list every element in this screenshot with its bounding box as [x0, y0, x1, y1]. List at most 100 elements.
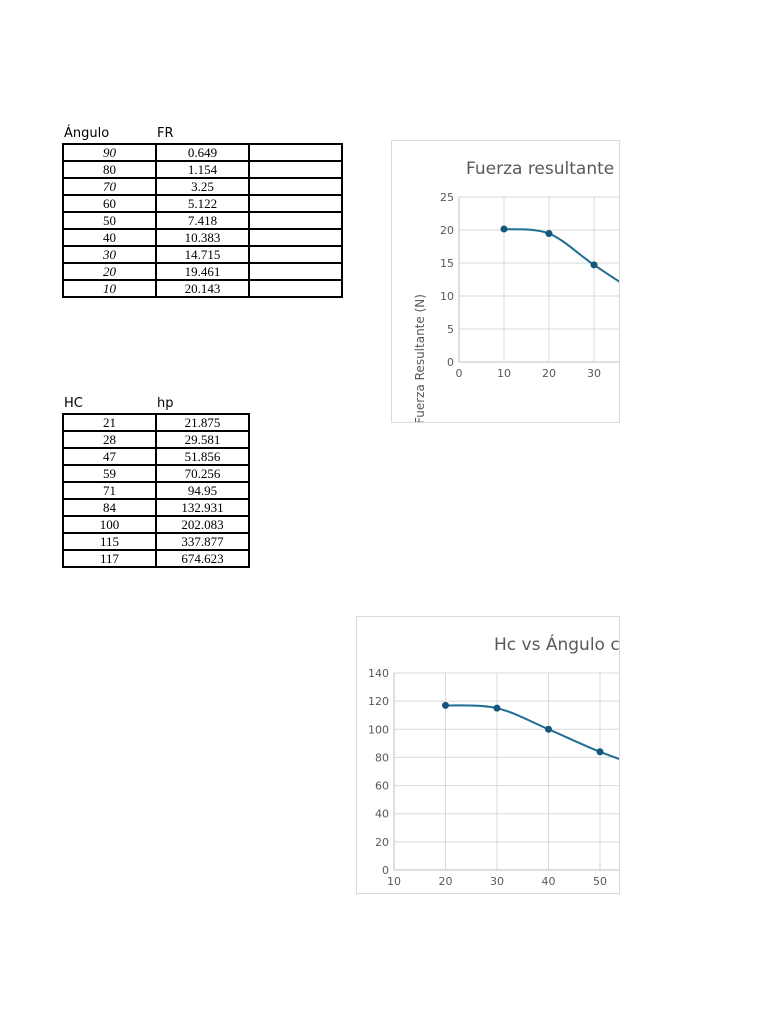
table-cell-second: 19.461 [155, 262, 250, 281]
chart2-data-point [442, 701, 449, 709]
chart1-series-line [503, 228, 619, 283]
table-cell-first: 40 [62, 228, 157, 247]
table-cell-empty [248, 262, 343, 281]
chart1-y-tick-label: 25 [440, 191, 454, 204]
table-row: 70 3.25 [62, 177, 343, 196]
table1-header-angulo: Ángulo [64, 126, 110, 141]
fuerza-resultante-chart: Fuerza resultante Án Fuerza Resultante (… [391, 140, 620, 423]
table-cell-first: 30 [62, 245, 157, 264]
chart2-y-tick-label: 20 [375, 836, 389, 849]
table-row: 100 202.083 [62, 515, 250, 534]
table-cell-second: 337.877 [155, 532, 250, 551]
table-cell-first: 115 [62, 532, 157, 551]
chart1-x-tick-label: 0 [456, 367, 463, 380]
table-row: 50 7.418 [62, 211, 343, 230]
table-row: 59 70.256 [62, 464, 250, 483]
table-cell-second: 70.256 [155, 464, 250, 483]
table-cell-second: 14.715 [155, 245, 250, 264]
chart1-x-tick-label: 10 [497, 367, 511, 380]
table-cell-first: 117 [62, 549, 157, 568]
table-row: 28 29.581 [62, 430, 250, 449]
table-cell-first: 28 [62, 430, 157, 449]
table-cell-empty [248, 160, 343, 179]
chart1-data-point [500, 225, 508, 233]
table-cell-first: 20 [62, 262, 157, 281]
chart1-title: Fuerza resultante [466, 159, 614, 179]
table-cell-second: 20.143 [155, 279, 250, 298]
table-cell-first: 100 [62, 515, 157, 534]
chart2-series-line [445, 704, 619, 760]
chart2-x-tick-label: 40 [542, 875, 556, 888]
table-row: 115 337.877 [62, 532, 250, 551]
table-row: 10 20.143 [62, 279, 343, 298]
angle-force-table: 90 0.649 80 1.154 70 3.25 60 5.122 50 7.418 40 10.3… [62, 143, 343, 298]
table-cell-empty [248, 245, 343, 264]
chart1-x-tick-label: 30 [587, 367, 601, 380]
fuerza-resultante-chart-svg: Fuerza resultante Án Fuerza Resultante (… [413, 159, 619, 422]
chart1-y-tick-label: 5 [447, 323, 454, 336]
chart1-y-tick-label: 0 [447, 356, 454, 369]
table-cell-first: 50 [62, 211, 157, 230]
table-cell-first: 84 [62, 498, 157, 517]
table-cell-second: 7.418 [155, 211, 250, 230]
table-row: 21 21.875 [62, 413, 250, 432]
table-cell-second: 3.25 [155, 177, 250, 196]
hc-vs-angulo-chart: Hc vs Ángulo c 0 20 40 60 80 100 120 140 10 20 30 4… [356, 616, 620, 894]
chart2-y-tick-label: 120 [368, 695, 389, 708]
chart2-x-tick-label: 50 [593, 875, 607, 888]
table-cell-empty [248, 177, 343, 196]
chart2-y-tick-label: 40 [375, 808, 389, 821]
table-row: 117 674.623 [62, 549, 250, 568]
table-cell-first: 90 [62, 143, 157, 162]
table-row: 47 51.856 [62, 447, 250, 466]
chart2-data-point [493, 704, 501, 712]
chart1-y-tick-label: 15 [440, 257, 454, 270]
table-cell-first: 60 [62, 194, 157, 213]
chart2-x-tick-label: 10 [387, 875, 401, 888]
table-cell-second: 51.856 [155, 447, 250, 466]
table-cell-empty [248, 211, 343, 230]
table-cell-empty [248, 279, 343, 298]
table-cell-empty [248, 143, 343, 162]
table-cell-second: 21.875 [155, 413, 250, 432]
table-row: 40 10.383 [62, 228, 343, 247]
chart1-data-point [590, 261, 598, 269]
table1-header-fr: FR [157, 126, 174, 141]
chart1-y-axis-label: Fuerza Resultante (N) [413, 294, 427, 422]
chart2-y-tick-label: 60 [375, 780, 389, 793]
chart2-data-point [545, 725, 552, 733]
table-cell-second: 0.649 [155, 143, 250, 162]
table-cell-second: 202.083 [155, 515, 250, 534]
table-row: 90 0.649 [62, 143, 343, 162]
table-cell-first: 80 [62, 160, 157, 179]
table-cell-second: 674.623 [155, 549, 250, 568]
table-cell-second: 1.154 [155, 160, 250, 179]
table-cell-second: 5.122 [155, 194, 250, 213]
table-cell-first: 71 [62, 481, 157, 500]
table-cell-second: 10.383 [155, 228, 250, 247]
chart1-y-tick-label: 20 [440, 224, 454, 237]
chart2-title: Hc vs Ángulo c [494, 633, 619, 655]
chart2-y-tick-label: 0 [382, 864, 389, 877]
table2-header-hp: hp [157, 396, 174, 411]
table-cell-first: 47 [62, 447, 157, 466]
table-row: 60 5.122 [62, 194, 343, 213]
table-row: 20 19.461 [62, 262, 343, 281]
table-cell-first: 59 [62, 464, 157, 483]
table2-header-hc: HC [64, 396, 83, 411]
chart2-x-tick-label: 20 [439, 875, 453, 888]
table-cell-second: 132.931 [155, 498, 250, 517]
table-row: 80 1.154 [62, 160, 343, 179]
table-cell-first: 10 [62, 279, 157, 298]
table-cell-second: 29.581 [155, 430, 250, 449]
chart2-y-tick-label: 140 [368, 667, 389, 680]
chart2-y-tick-label: 80 [375, 751, 389, 764]
hc-vs-angulo-chart-svg: Hc vs Ángulo c 0 20 40 60 80 100 120 140 10 20 30 4… [368, 633, 619, 888]
chart2-x-tick-label: 30 [490, 875, 504, 888]
chart1-x-tick-label: 20 [542, 367, 556, 380]
chart1-y-tick-label: 10 [440, 290, 454, 303]
table-cell-second: 94.95 [155, 481, 250, 500]
table-cell-empty [248, 228, 343, 247]
hc-hp-table: 21 21.875 28 29.581 47 51.856 59 70.256 71 94.95 8… [62, 413, 250, 568]
table-row: 30 14.715 [62, 245, 343, 264]
